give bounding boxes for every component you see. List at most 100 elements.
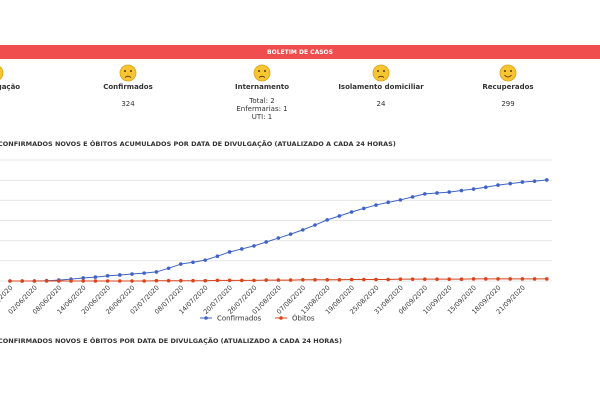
point bbox=[81, 279, 85, 283]
point bbox=[215, 278, 220, 283]
point bbox=[215, 254, 220, 258]
point bbox=[142, 271, 146, 275]
point bbox=[386, 200, 391, 205]
point bbox=[423, 277, 427, 281]
card-label: Investigação bbox=[0, 83, 20, 91]
legend-marker bbox=[204, 316, 208, 320]
point bbox=[313, 223, 317, 227]
card-label: Isolamento domiciliar bbox=[338, 83, 424, 91]
point bbox=[166, 278, 171, 283]
point bbox=[447, 277, 452, 281]
legend-label: Confirmados bbox=[217, 315, 262, 323]
point bbox=[459, 277, 464, 281]
card-label: Internamento bbox=[235, 83, 289, 91]
point bbox=[484, 277, 488, 281]
card-value: 324 bbox=[121, 100, 135, 108]
point bbox=[484, 185, 488, 190]
point bbox=[288, 232, 293, 236]
point bbox=[166, 266, 171, 271]
point bbox=[545, 178, 549, 182]
point bbox=[349, 277, 354, 282]
point bbox=[93, 275, 98, 279]
point bbox=[337, 214, 342, 218]
point bbox=[435, 191, 439, 195]
point bbox=[508, 181, 512, 186]
point bbox=[32, 279, 37, 283]
point bbox=[81, 276, 85, 280]
point bbox=[8, 279, 12, 283]
point bbox=[44, 279, 49, 283]
emoji-mouth bbox=[504, 74, 512, 78]
point bbox=[276, 236, 281, 240]
point bbox=[520, 277, 525, 281]
point bbox=[410, 277, 415, 281]
point bbox=[435, 277, 439, 281]
point bbox=[423, 192, 427, 196]
emoji-eye bbox=[383, 70, 385, 72]
emoji-face bbox=[253, 64, 271, 82]
emoji-eye bbox=[264, 70, 266, 72]
point bbox=[471, 277, 476, 281]
point bbox=[252, 278, 256, 283]
point bbox=[240, 247, 244, 251]
point bbox=[264, 278, 269, 282]
point bbox=[57, 279, 61, 283]
point bbox=[20, 279, 25, 283]
point bbox=[508, 277, 512, 281]
point bbox=[386, 277, 391, 282]
point bbox=[532, 277, 537, 281]
point bbox=[191, 260, 195, 265]
point bbox=[203, 278, 207, 283]
point bbox=[337, 277, 342, 282]
point bbox=[398, 198, 403, 202]
point bbox=[179, 262, 183, 266]
legend-label: Óbitos bbox=[292, 314, 315, 323]
point bbox=[240, 278, 244, 283]
point bbox=[227, 250, 232, 254]
emoji-face bbox=[499, 64, 517, 82]
point bbox=[532, 179, 537, 183]
emoji-eye bbox=[124, 70, 126, 72]
emoji-mouth bbox=[377, 75, 385, 78]
point bbox=[471, 187, 476, 191]
emoji-eye bbox=[504, 70, 506, 72]
card-line: Enfermarias: 1 bbox=[236, 105, 287, 113]
emoji-eye bbox=[377, 70, 379, 72]
emoji-mouth bbox=[124, 75, 132, 78]
emoji-face bbox=[372, 64, 390, 82]
point bbox=[374, 277, 378, 282]
point bbox=[154, 278, 159, 283]
point bbox=[374, 203, 378, 207]
card-value: 299 bbox=[501, 100, 514, 108]
point bbox=[496, 277, 500, 281]
section-title: CONFIRMADOS NOVOS E ÓBITOS ACUMULADOS PO… bbox=[0, 139, 396, 148]
point bbox=[362, 277, 366, 282]
point bbox=[118, 279, 122, 283]
card-label: Confirmados bbox=[103, 83, 153, 91]
emoji-eye bbox=[258, 70, 260, 72]
point bbox=[203, 258, 207, 262]
point bbox=[520, 180, 525, 184]
point bbox=[154, 270, 159, 274]
card-value: 24 bbox=[377, 100, 386, 108]
point bbox=[398, 277, 403, 281]
point bbox=[264, 240, 269, 244]
point bbox=[118, 273, 122, 277]
point bbox=[301, 228, 305, 232]
point bbox=[276, 278, 281, 282]
emoji-face bbox=[119, 64, 137, 82]
point bbox=[93, 279, 98, 283]
point bbox=[447, 190, 452, 194]
point bbox=[69, 279, 73, 283]
emoji-eye bbox=[510, 70, 512, 72]
point bbox=[105, 274, 110, 278]
point bbox=[325, 218, 330, 222]
point bbox=[105, 279, 110, 283]
point bbox=[130, 279, 134, 283]
point bbox=[191, 278, 195, 283]
point bbox=[325, 277, 330, 282]
legend-marker bbox=[279, 316, 283, 320]
point bbox=[459, 188, 464, 193]
